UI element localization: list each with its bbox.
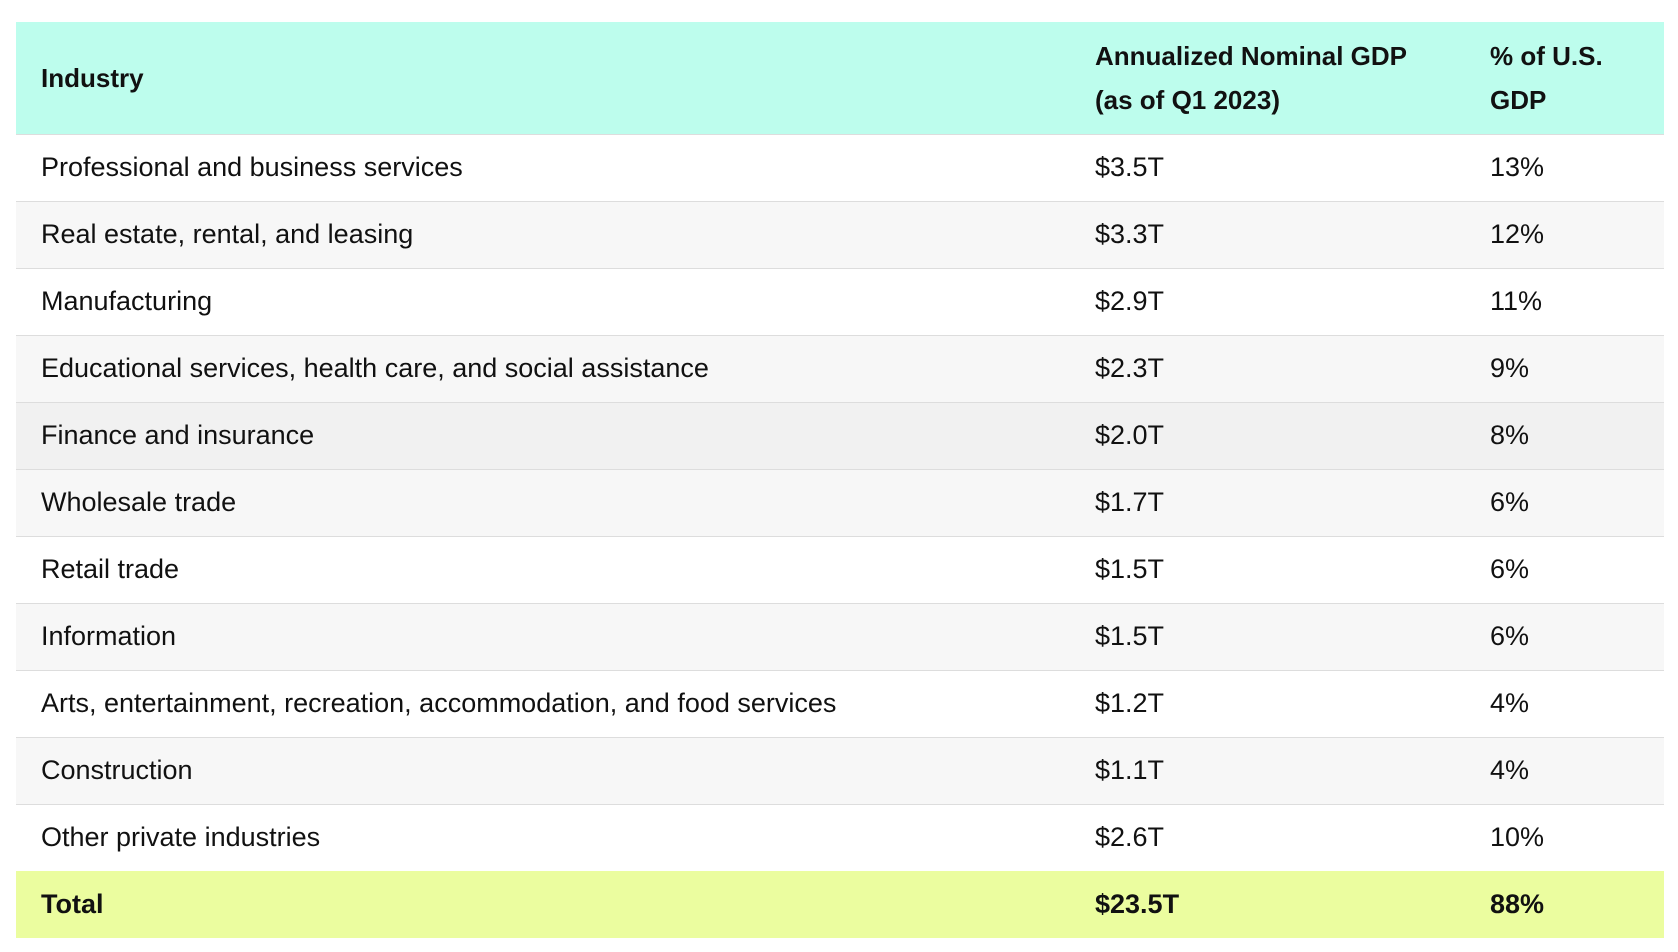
total-gdp: $23.5T [1095, 889, 1180, 919]
header-pct-line2: GDP [1490, 84, 1547, 115]
cell-gdp: $1.1T [1070, 736, 1465, 804]
cell-pct: 10% [1465, 803, 1664, 871]
cell-pct: 8% [1465, 401, 1664, 469]
cell-gdp: $2.9T [1070, 267, 1465, 335]
gdp-by-industry-table: Industry Annualized Nominal GDP (as of Q… [16, 22, 1664, 938]
table-row: Professional and business services $3.5T… [16, 133, 1664, 201]
table-row: Construction $1.1T 4% [16, 736, 1664, 804]
cell-gdp: $1.5T [1070, 602, 1465, 670]
header-industry-label: Industry [41, 62, 144, 93]
total-row: Total $23.5T 88% [16, 871, 1664, 938]
cell-gdp: $3.3T [1070, 200, 1465, 268]
header-industry: Industry [16, 22, 1070, 134]
table-row: Finance and insurance $2.0T 8% [16, 401, 1664, 469]
cell-gdp: $2.0T [1070, 401, 1465, 469]
table-row: Wholesale trade $1.7T 6% [16, 468, 1664, 536]
cell-industry: Real estate, rental, and leasing [16, 200, 1070, 268]
cell-industry: Information [16, 602, 1070, 670]
header-gdp-line1: Annualized Nominal GDP [1095, 40, 1408, 71]
gdp-by-industry-table-container: Industry Annualized Nominal GDP (as of Q… [16, 22, 1664, 938]
cell-pct: 11% [1465, 267, 1664, 335]
cell-pct: 9% [1465, 334, 1664, 402]
table-row: Educational services, health care, and s… [16, 334, 1664, 402]
cell-pct: 13% [1465, 133, 1664, 201]
cell-pct: 6% [1465, 535, 1664, 603]
cell-pct: 4% [1465, 669, 1664, 737]
cell-industry: Other private industries [16, 803, 1070, 871]
table-row: Real estate, rental, and leasing $3.3T 1… [16, 200, 1664, 268]
total-pct: 88% [1490, 889, 1545, 919]
cell-gdp: $3.5T [1070, 133, 1465, 201]
table-row: Manufacturing $2.9T 11% [16, 267, 1664, 335]
header-row: Industry Annualized Nominal GDP (as of Q… [16, 22, 1664, 134]
cell-gdp: $1.7T [1070, 468, 1465, 536]
header-annualized-gdp: Annualized Nominal GDP (as of Q1 2023) [1070, 22, 1465, 134]
table-row: Retail trade $1.5T 6% [16, 535, 1664, 603]
header-gdp-line2: (as of Q1 2023) [1095, 84, 1280, 115]
table-row: Other private industries $2.6T 10% [16, 803, 1664, 871]
cell-gdp: $1.2T [1070, 669, 1465, 737]
cell-industry: Educational services, health care, and s… [16, 334, 1070, 402]
cell-pct: 6% [1465, 468, 1664, 536]
cell-industry: Retail trade [16, 535, 1070, 603]
header-percent-gdp: % of U.S. GDP [1465, 22, 1664, 134]
header-pct-line1: % of U.S. [1490, 40, 1603, 71]
table-row: Information $1.5T 6% [16, 602, 1664, 670]
cell-pct: 12% [1465, 200, 1664, 268]
cell-industry: Construction [16, 736, 1070, 804]
cell-industry: Professional and business services [16, 133, 1070, 201]
cell-industry: Wholesale trade [16, 468, 1070, 536]
cell-pct: 6% [1465, 602, 1664, 670]
table-row: Arts, entertainment, recreation, accommo… [16, 669, 1664, 737]
total-label: Total [41, 889, 104, 919]
cell-gdp: $2.6T [1070, 803, 1465, 871]
cell-industry: Arts, entertainment, recreation, accommo… [16, 669, 1070, 737]
cell-pct: 4% [1465, 736, 1664, 804]
table-header: Industry Annualized Nominal GDP (as of Q… [16, 22, 1664, 134]
cell-industry: Finance and insurance [16, 401, 1070, 469]
cell-industry: Manufacturing [16, 267, 1070, 335]
table-body: Professional and business services $3.5T… [16, 133, 1664, 938]
cell-gdp: $2.3T [1070, 334, 1465, 402]
cell-gdp: $1.5T [1070, 535, 1465, 603]
